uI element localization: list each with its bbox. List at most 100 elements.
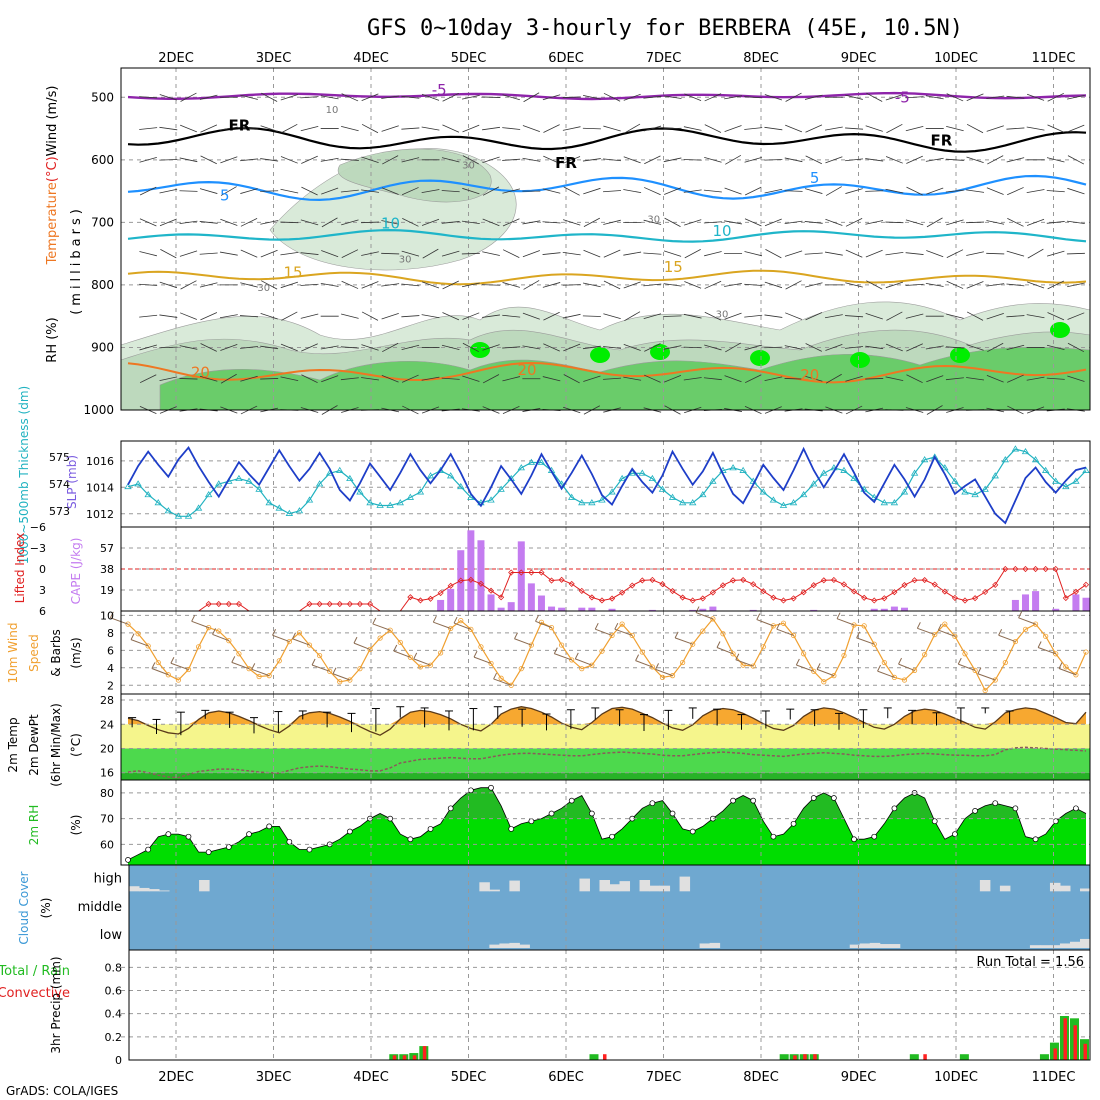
wind-barb [966, 156, 984, 163]
wind-barb-flag [453, 616, 458, 624]
wind-barb [663, 157, 682, 163]
thickness-point [598, 496, 606, 503]
wind-barb [502, 249, 520, 258]
wind-speed-point [710, 616, 716, 622]
thickness-point [769, 496, 778, 503]
wind-speed-point [881, 659, 887, 666]
precip-tick: 0.6 [105, 985, 123, 998]
wind-barb [240, 94, 258, 100]
wind-barb [482, 96, 501, 98]
wind-barb [301, 155, 318, 164]
wind-barb [139, 186, 157, 196]
wind-barb [946, 219, 964, 226]
thickness-point [154, 499, 162, 506]
cloud-high-bar [679, 876, 691, 892]
wind-barb [1066, 220, 1085, 225]
wind-barb-flag [655, 663, 659, 670]
cloud-low-bar [889, 944, 901, 948]
wind-speed-point [175, 677, 182, 683]
wind-barb [441, 377, 460, 380]
wind-barb [744, 344, 762, 351]
thickness-point [164, 507, 173, 514]
wind-barb [845, 127, 864, 130]
lifted-index-point [992, 581, 999, 588]
upper-air-panel: -5 -5 FR FR FR 5 5 10 10 15 15 20 20 20 30 30 30 10 30 30 50… [83, 67, 1091, 417]
wind-barb [785, 92, 802, 102]
thickness-point [709, 477, 717, 484]
wind-barb [381, 374, 399, 383]
wind-barb [825, 373, 842, 384]
lifted-index-point [205, 600, 212, 608]
wind-barb-flag [877, 664, 881, 672]
thickness-point [1072, 477, 1080, 484]
precip-title-2: Convective [0, 986, 70, 1001]
wind-speed-point [316, 652, 323, 659]
panel-titles: RH (%) Temperature(°C)Wind (m/s) (millib… [0, 86, 84, 1054]
wind-barb [845, 94, 863, 100]
wind-barb [240, 282, 258, 288]
wind-barb [219, 251, 238, 256]
wind-barb [442, 124, 460, 133]
wind-barb [784, 190, 803, 192]
wind-barb [301, 374, 318, 384]
wind-barb [683, 159, 702, 161]
wind-barb [1026, 314, 1045, 319]
wind-barb [926, 250, 944, 258]
lifted-index-point [830, 576, 837, 584]
wind-barb [280, 251, 299, 256]
lifted-index-point [306, 600, 313, 608]
wind-barb [663, 345, 682, 350]
wind-barb [683, 126, 702, 131]
precip-title-1: Total / Rain [0, 964, 70, 979]
wind-barb [180, 312, 197, 320]
wind-barb [825, 218, 843, 226]
wind-barb [986, 187, 1004, 195]
wind-barb-flag [272, 629, 276, 636]
wind-barb [1026, 189, 1045, 194]
lifted-index-point [850, 588, 858, 595]
wind-barb [220, 186, 237, 196]
wind-barb [926, 187, 944, 195]
wind-speed-point [801, 651, 807, 657]
pressure-upper-title: (millibars) [69, 205, 84, 315]
wind-barb [401, 283, 420, 287]
cape-bar [507, 602, 515, 611]
wind-barb [139, 156, 157, 163]
wind-barb [361, 251, 379, 256]
slp-tick: 1014 [86, 481, 114, 494]
thickness-point [144, 490, 152, 498]
lifted-index-point [719, 582, 727, 589]
wind-barb [885, 94, 904, 101]
wind-barb [300, 283, 319, 286]
slp-line [127, 446, 1087, 525]
temp-tick: 16 [100, 767, 114, 780]
thickness-point [941, 464, 949, 471]
top-date-label: 8DEC [743, 51, 779, 66]
cape-bar [648, 609, 656, 611]
wind-barb [361, 123, 379, 134]
wind-barb [1047, 312, 1065, 321]
thickness-point [265, 499, 273, 506]
wind-barb [260, 378, 279, 380]
wind-barb [341, 125, 359, 132]
wind-barb [644, 343, 661, 352]
wind-barb [724, 220, 742, 225]
lifted-index-point [820, 577, 827, 584]
wind-barb [482, 126, 500, 131]
bottom-date-labels: 2DEC 3DEC 4DEC 5DEC 6DEC 7DEC 8DEC 9DEC 10DEC 11D… [158, 1070, 1075, 1085]
panel-frame [120, 67, 1091, 411]
wind-barb [946, 249, 964, 258]
wind-speed-point [185, 666, 192, 673]
wind-barb [220, 344, 238, 351]
thickness-point [446, 472, 455, 479]
wind-barb [523, 280, 540, 290]
thickness-point [971, 490, 979, 498]
wind-barb [240, 188, 258, 194]
cape-bar [890, 606, 898, 611]
wind-tick: 8 [107, 627, 114, 640]
cape-bar [497, 607, 505, 611]
wind-barb [986, 283, 1005, 287]
lifted-index-point [669, 587, 676, 595]
wind-barb [845, 315, 864, 318]
wind-barb [966, 221, 985, 224]
